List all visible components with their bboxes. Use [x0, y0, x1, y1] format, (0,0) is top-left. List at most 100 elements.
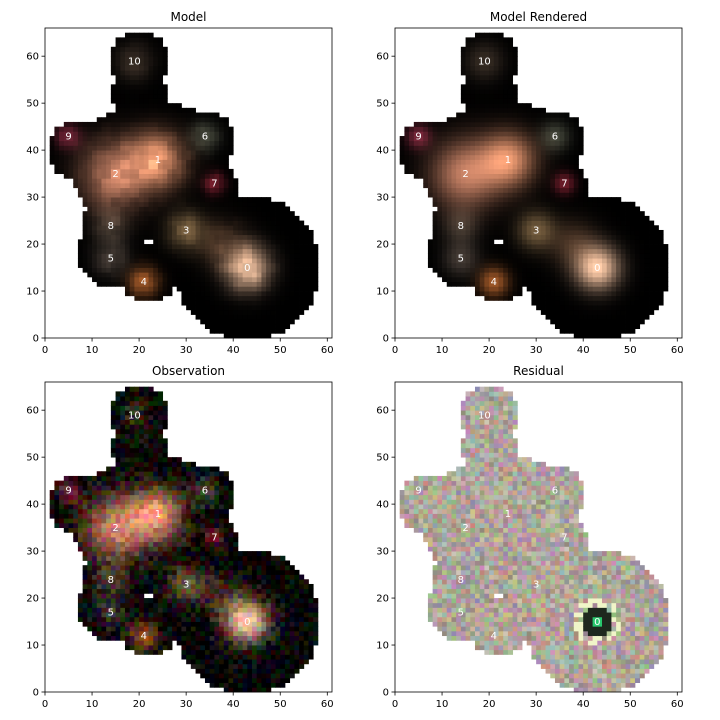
image-pixel [649, 272, 655, 278]
image-pixel [432, 187, 438, 193]
image-pixel [247, 300, 253, 306]
image-pixel [209, 136, 215, 142]
image-pixel [162, 89, 168, 95]
image-pixel [545, 192, 551, 198]
image-pixel [101, 522, 107, 529]
image-pixel [569, 239, 575, 245]
image-pixel [493, 187, 499, 193]
image-pixel [186, 295, 192, 301]
image-pixel [134, 527, 140, 533]
image-pixel [498, 51, 504, 57]
image-pixel [536, 178, 542, 184]
image-pixel [644, 229, 650, 236]
image-pixel [143, 494, 149, 500]
image-pixel [143, 485, 149, 491]
image-pixel [625, 319, 631, 325]
image-pixel [512, 286, 518, 292]
image-pixel [129, 60, 135, 66]
image-pixel [181, 300, 187, 306]
image-pixel [550, 215, 556, 221]
image-pixel [616, 229, 622, 236]
image-pixel [303, 229, 309, 236]
image-pixel [77, 136, 84, 142]
image-pixel [106, 140, 112, 146]
image-pixel [92, 244, 98, 250]
image-pixel [120, 518, 126, 524]
image-pixel [602, 197, 608, 203]
image-pixel [653, 295, 659, 301]
image-pixel [96, 192, 102, 198]
image-pixel [284, 272, 291, 278]
image-pixel [195, 262, 201, 268]
image-pixel [280, 229, 286, 236]
image-pixel [479, 225, 485, 231]
image-pixel [564, 211, 570, 217]
image-pixel [228, 276, 234, 283]
image-pixel [186, 136, 192, 142]
image-pixel [465, 89, 471, 95]
image-pixel [489, 65, 495, 71]
image-pixel [209, 197, 215, 203]
image-pixel [512, 117, 518, 123]
image-cells [49, 386, 319, 693]
image-pixel [139, 396, 145, 402]
image-pixel [73, 131, 79, 137]
image-pixel [124, 537, 131, 543]
image-pixel [223, 150, 229, 156]
image-pixel [87, 244, 93, 250]
image-pixel [200, 305, 206, 311]
image-pixel [143, 424, 149, 430]
image-pixel [134, 187, 140, 193]
image-pixel [578, 286, 584, 292]
image-pixel [644, 300, 650, 306]
image-pixel [157, 588, 164, 594]
image-pixel [110, 612, 116, 618]
image-pixel [634, 267, 641, 273]
image-pixel [139, 173, 145, 179]
image-pixel [247, 328, 253, 334]
image-pixel [82, 598, 88, 604]
image-pixel [143, 168, 149, 175]
image-pixel [540, 168, 546, 175]
image-pixel [550, 145, 556, 151]
image-pixel [92, 588, 98, 594]
image-pixel [531, 192, 537, 198]
image-pixel [634, 258, 641, 264]
image-pixel [190, 112, 196, 118]
image-pixel [578, 145, 584, 151]
image-pixel [96, 211, 102, 217]
image-pixel [148, 291, 154, 297]
image-pixel [493, 220, 499, 226]
image-pixel [120, 466, 126, 472]
image-pixel [87, 173, 93, 179]
image-pixel [124, 145, 131, 151]
image-pixel [507, 56, 514, 62]
image-pixel [77, 173, 84, 179]
image-pixel [120, 89, 126, 95]
image-pixel [219, 281, 225, 287]
image-pixel [569, 168, 575, 175]
image-pixel [247, 305, 253, 311]
image-pixel [456, 276, 462, 283]
image-pixel [498, 183, 504, 189]
image-pixel [73, 178, 79, 184]
image-pixel [639, 211, 645, 217]
image-pixel [451, 201, 457, 207]
image-pixel [451, 126, 457, 132]
image-pixel [456, 121, 462, 128]
image-pixel [124, 428, 131, 435]
image-pixel [649, 244, 655, 250]
image-pixel [451, 140, 457, 146]
image-pixel [120, 51, 126, 57]
image-pixel [153, 173, 159, 179]
image-pixel [484, 272, 490, 278]
image-pixel [139, 640, 145, 646]
image-pixel [124, 121, 131, 128]
image-pixel [162, 183, 168, 189]
image-pixel [620, 291, 626, 297]
image-pixel [536, 244, 542, 250]
image-pixel [195, 220, 201, 226]
image-pixel [96, 560, 102, 566]
image-pixel [190, 154, 196, 160]
image-pixel [148, 466, 154, 472]
